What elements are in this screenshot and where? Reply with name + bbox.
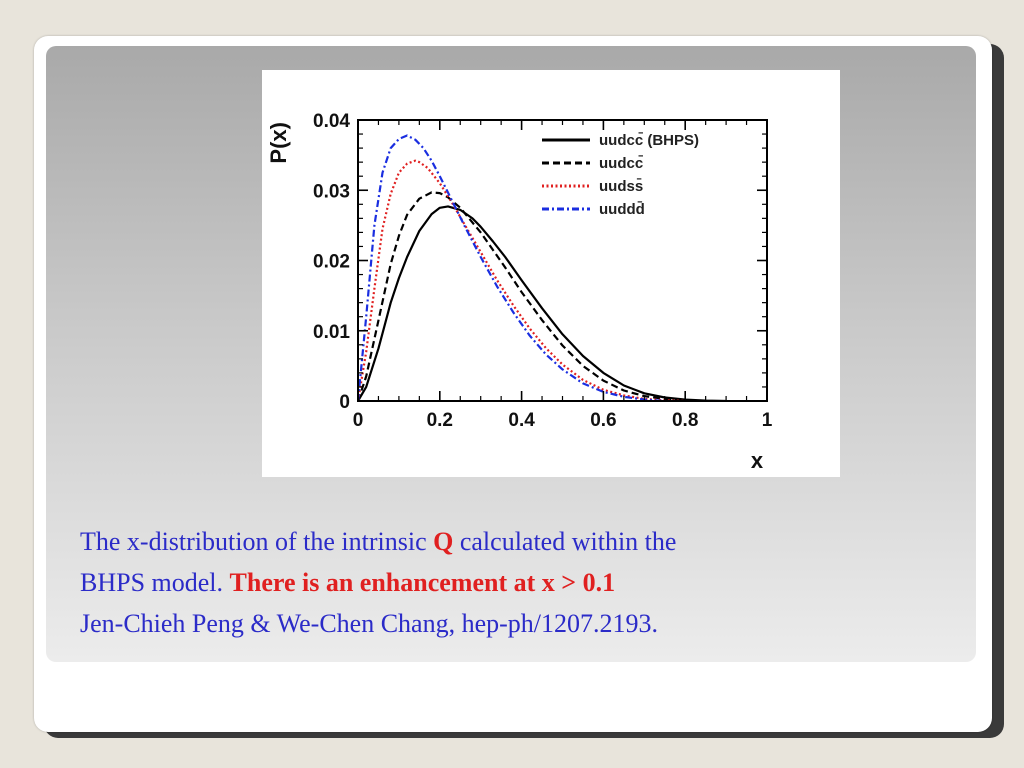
- caption-line-2: BHPS model. There is an enhancement at x…: [80, 562, 940, 603]
- caption-highlight-q: Q: [433, 527, 454, 556]
- series-line-2: [358, 191, 706, 401]
- series-line-3: [358, 159, 686, 401]
- x-tick-label: 0.2: [427, 410, 453, 431]
- x-tick-label: 0: [353, 410, 364, 431]
- x-axis-label: x: [751, 448, 764, 473]
- x-tick-label: 0.6: [590, 410, 616, 431]
- legend-label-2: uudcc̄: [599, 154, 644, 172]
- caption: The x-distribution of the intrinsic Q ca…: [80, 521, 940, 644]
- y-tick-label: 0.04: [313, 111, 350, 132]
- chart-figure: 0 0.2 0.4 0.6 0.8 1 0 0.01 0.02 0.03 0.04 x P(x) uudc…: [262, 70, 840, 477]
- x-tick-label: 0.8: [672, 410, 698, 431]
- legend-label-4: uuddd̄: [599, 200, 645, 218]
- caption-reference: Jen-Chieh Peng & We-Chen Chang, hep-ph/1…: [80, 609, 659, 638]
- y-tick-label: 0.03: [313, 181, 350, 202]
- y-tick-label: 0.01: [313, 322, 350, 343]
- y-tick-label: 0: [339, 392, 350, 413]
- legend-label-1: uudcc̄ (BHPS): [599, 131, 699, 149]
- y-axis-label: P(x): [266, 122, 291, 164]
- caption-text: calculated within the: [453, 527, 677, 556]
- caption-highlight: There is an enhancement at x > 0.1: [229, 568, 616, 597]
- caption-text: BHPS model.: [80, 568, 230, 597]
- chart-svg: 0 0.2 0.4 0.6 0.8 1 0 0.01 0.02 0.03 0.04 x P(x) uudc…: [266, 111, 773, 473]
- caption-line-1: The x-distribution of the intrinsic Q ca…: [80, 521, 940, 562]
- x-tick-label: 0.4: [508, 410, 535, 431]
- y-tick-label: 0.02: [313, 252, 350, 273]
- legend-label-3: uudss̄: [599, 177, 643, 195]
- series-line-1: [358, 205, 727, 401]
- series-line-4: [358, 134, 665, 401]
- caption-text: The x-distribution of the intrinsic: [80, 527, 434, 556]
- x-tick-label: 1: [762, 410, 773, 431]
